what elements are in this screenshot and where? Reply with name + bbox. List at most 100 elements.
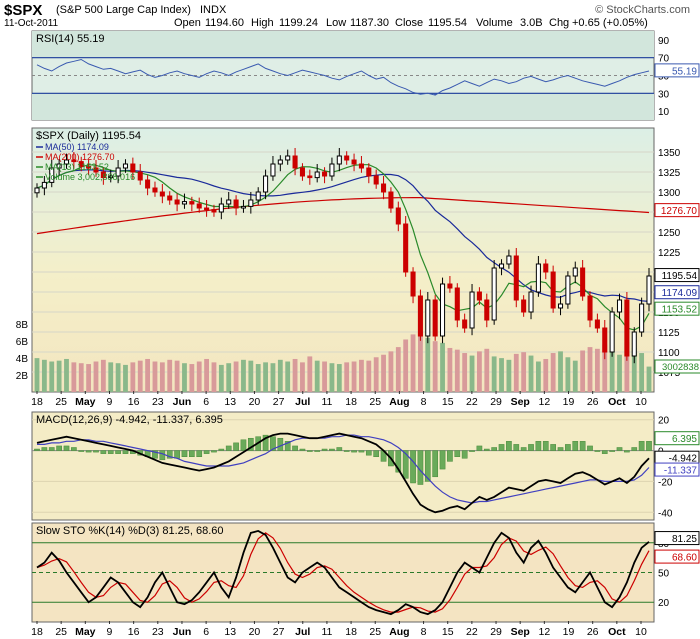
date-label: 18 [31,396,43,408]
candle-up [34,187,40,194]
candle-down [159,191,165,197]
volume-bar [233,361,239,392]
macd-histogram-bar [299,448,306,451]
candle-up [528,291,534,313]
date-label: Jul [295,626,310,638]
macd-tick: -20 [658,477,673,488]
macd-histogram-bar [343,450,350,452]
volume-bar [218,364,224,392]
date-label: 26 [587,626,599,638]
rsi-tick: 70 [658,54,670,65]
date-label: 12 [539,626,551,638]
volume-bar [639,353,645,392]
date-label: 26 [587,396,599,408]
date-label: 9 [107,626,113,638]
legend-entry: MA(13) 1153.52 [45,162,109,172]
date-label: Sep [511,626,530,638]
macd-histogram-bar [646,441,652,451]
macd-histogram-bar [476,445,483,451]
date-label: 23 [152,396,164,408]
volume-bar [78,363,84,392]
candle-down [410,271,416,297]
macd-right-label: -4.942 [669,454,698,465]
macd-histogram-bar [292,445,298,451]
candle-up [336,155,342,165]
volume-bar [359,359,364,392]
date: 11-Oct-2011 [4,18,59,29]
volume-bar [602,344,608,392]
volume-bar [521,352,527,392]
date-label: 25 [55,626,67,638]
volume-bar [130,362,136,392]
volume-bar [226,363,232,392]
volume-bar [189,364,195,392]
price-right-label: 1195.54 [662,271,698,282]
volume-bar [108,362,114,392]
volume-bar [373,357,379,392]
candle-down [78,161,84,167]
date-label: 9 [107,396,113,408]
candle-down [513,255,519,301]
candle-down [71,159,77,163]
macd-histogram-bar [616,447,623,451]
legend-entry: MA(200) 1276.70 [45,152,115,162]
macd-histogram-bar [336,447,343,451]
candle-down [373,175,379,185]
macd-histogram-bar [321,448,328,451]
candle-up [616,299,623,313]
macd-histogram-bar [513,444,520,451]
candle-down [580,267,586,297]
candle-up [108,175,114,179]
volume-bar [300,362,305,392]
volume-bar [418,331,423,392]
macd-histogram-bar [166,450,173,459]
macd-histogram-bar [373,450,380,457]
candle-down [543,263,549,273]
rsi-tick: 30 [658,89,670,100]
macd-histogram-bar [159,450,166,461]
candle-down [137,171,143,181]
macd-histogram-bar [624,450,630,453]
volume-bar [565,357,571,392]
date-label: 6 [203,396,209,408]
date-label: Aug [389,396,409,408]
price-panel: 1350132513001275125012251200117511501125… [16,127,700,393]
volume-bar [631,347,637,392]
candle-down [462,319,468,329]
chg-value: +0.65 (+0.05%) [572,17,648,29]
candle-down [366,167,372,177]
date-label: 23 [152,626,164,638]
candle-down [624,299,630,357]
open-value: 1194.60 [205,17,244,29]
candle-up [63,159,70,165]
volume-bar [484,348,490,392]
volume-bar [543,358,549,392]
close-value: 1195.54 [428,17,467,29]
candle-up [425,299,431,337]
date-axis-top: 18 25 May 9 16 23 Jun 6 13 20 27 Jul 11 18 25 Aug 8 15 22 2… [31,391,647,408]
date-label: 6 [203,626,209,638]
macd-histogram-bar [41,447,48,451]
sto-d-line [36,532,650,613]
candle-down [204,207,210,211]
volume-value: 3.0B [520,17,543,29]
candle-up [277,159,283,165]
symbol: $SPX [4,2,42,19]
volume-right-label: 3002838 [662,362,699,373]
volume-bar [609,351,615,392]
macd-histogram-bar [71,447,77,451]
macd-histogram-bar [34,448,40,451]
macd-histogram-bar [284,441,291,451]
candle-up [122,163,129,169]
legend-entry: MA(50) 1174.09 [45,142,109,152]
macd-histogram-bar [306,450,313,452]
rsi-overbought-zone [32,31,654,58]
macd-right-label: 6.395 [672,434,697,445]
candle-down [550,271,556,309]
volume-bar [550,353,556,392]
macd-histogram-bar [78,450,85,452]
date-label: 13 [224,626,236,638]
sto-right-label: 68.60 [672,553,697,564]
high-label: High [251,17,274,29]
